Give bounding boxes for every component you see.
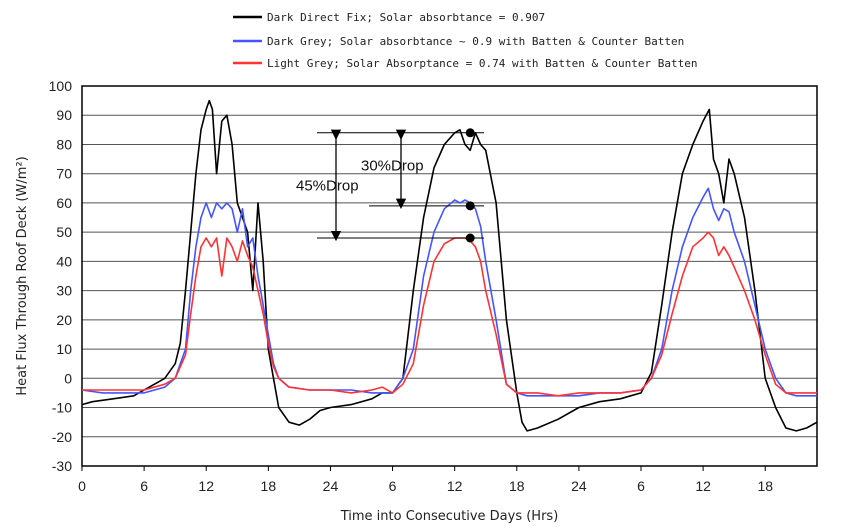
x-tick-label: 12 [447, 478, 463, 494]
x-tick-label: 0 [78, 478, 86, 494]
x-tick-label: 24 [323, 478, 339, 494]
peak-marker [465, 128, 475, 138]
x-tick-label: 6 [140, 478, 148, 494]
y-tick-label: -10 [52, 400, 72, 416]
series-line-3 [82, 231, 817, 397]
plot-frame [81, 85, 818, 467]
peak-marker [465, 201, 475, 211]
y-tick-label: -20 [52, 429, 72, 445]
y-axis-ticks: -30 -20 -10 0 10 20 30 40 50 60 70 80 90 100 [49, 78, 73, 474]
annotation-30-drop: 30%Drop [361, 157, 424, 174]
legend-label: Light Grey; Solar Absorptance = 0.74 wit… [267, 57, 697, 70]
x-tick-label: 18 [757, 478, 773, 494]
x-tick-label: 24 [571, 478, 587, 494]
y-tick-label: 0 [64, 370, 72, 386]
y-tick-label: 50 [56, 224, 72, 240]
x-axis-title: Time into Consecutive Days (Hrs) [340, 509, 559, 524]
x-tick-label: 6 [389, 478, 397, 494]
y-tick-label: -30 [52, 458, 72, 474]
y-tick-label: 80 [56, 136, 72, 152]
y-tick-label: 70 [56, 166, 72, 182]
x-tick-label: 18 [509, 478, 525, 494]
y-tick-label: 100 [49, 78, 73, 94]
x-axis-ticks: 0 6 12 18 24 6 12 18 24 6 12 18 [78, 466, 773, 494]
legend-label: Dark Grey; Solar absorbtance ~ 0.9 with … [267, 35, 684, 48]
x-tick-label: 12 [198, 478, 214, 494]
x-tick-label: 18 [261, 478, 277, 494]
y-axis-title: Heat Flux Through Roof Deck (W/m²) [15, 156, 30, 395]
series-line-2 [81, 187, 817, 397]
y-tick-label: 90 [56, 107, 72, 123]
y-tick-label: 20 [56, 312, 72, 328]
y-tick-label: 10 [56, 341, 72, 357]
y-tick-label: 60 [56, 195, 72, 211]
y-tick-label: 30 [56, 283, 72, 299]
x-tick-label: 12 [695, 478, 711, 494]
peak-marker [465, 233, 475, 243]
annotation-45-drop: 45%Drop [296, 177, 359, 194]
y-tick-label: 40 [56, 253, 72, 269]
x-tick-label: 6 [637, 478, 645, 494]
series-layer [81, 99, 818, 432]
legend: Dark Direct Fix; Solar absorbtance = 0.9… [233, 11, 697, 70]
legend-label: Dark Direct Fix; Solar absorbtance = 0.9… [267, 11, 545, 24]
series-line-1 [81, 99, 818, 432]
